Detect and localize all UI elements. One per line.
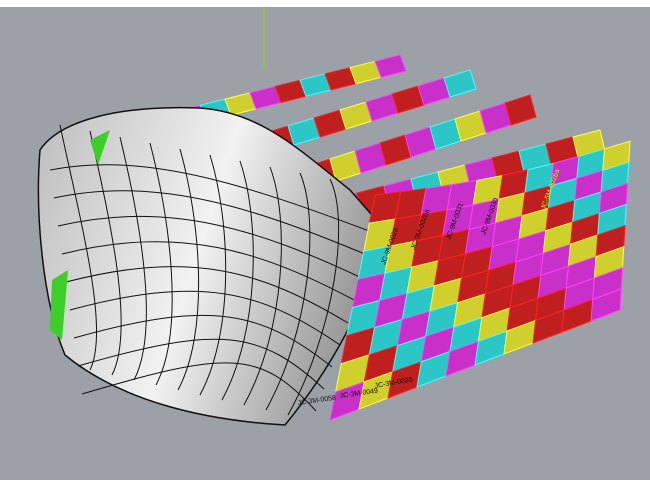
mesh-line	[119, 136, 147, 381]
mesh-line	[77, 338, 325, 390]
mesh-line	[59, 124, 98, 371]
mesh-line	[149, 142, 173, 386]
mesh-line	[65, 266, 349, 324]
mesh-line	[287, 178, 340, 416]
mesh-line	[53, 190, 373, 258]
3d-viewport[interactable]: JC-9M-0029 JC-9M-0028a JC-9M-0031 JC-9M-…	[0, 7, 650, 480]
mesh-line	[81, 362, 317, 412]
ribbon-panel	[374, 54, 407, 78]
shell-body	[37, 106, 386, 426]
model-render: JC-9M-0029 JC-9M-0028a JC-9M-0031 JC-9M-…	[37, 7, 631, 426]
mesh-line	[73, 314, 333, 368]
mesh-line	[199, 154, 227, 396]
mesh-line	[89, 130, 122, 376]
cladding-panels	[329, 140, 631, 421]
mesh-line	[57, 215, 365, 280]
mesh-line	[243, 166, 282, 406]
green-edge-strip	[50, 130, 110, 340]
cladding-panel	[590, 288, 622, 322]
mesh-line	[221, 160, 254, 401]
ribbon-panel	[443, 69, 477, 98]
mesh-line	[265, 172, 311, 411]
mesh-line	[49, 164, 381, 236]
shell-mesh-lines	[49, 124, 381, 416]
mesh-line	[61, 241, 357, 302]
mesh-line	[69, 290, 341, 346]
mesh-line	[177, 148, 200, 391]
ribbon-panel	[504, 94, 537, 126]
